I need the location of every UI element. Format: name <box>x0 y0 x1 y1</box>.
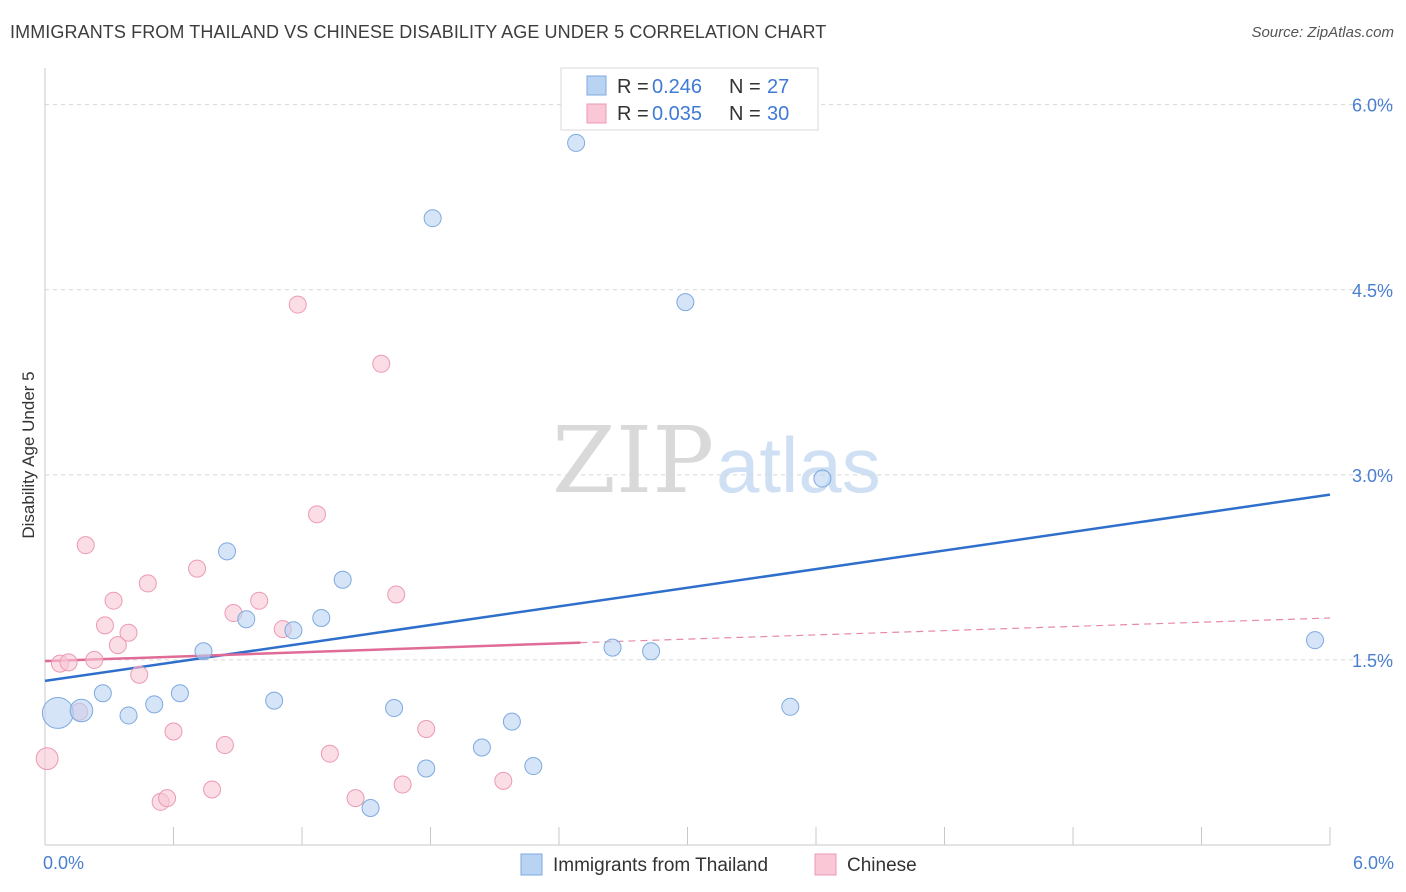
point-thailand-13 <box>361 798 380 817</box>
point-chinese-13 <box>158 789 177 808</box>
series-legend: Immigrants from Thailand Chinese <box>520 853 917 876</box>
point-thailand-26 <box>1306 631 1325 650</box>
point-thailand-6 <box>194 642 213 661</box>
point-chinese-27 <box>393 775 412 794</box>
y-tick-label-1: 3.0% <box>1352 466 1393 486</box>
point-thailand-19 <box>524 757 543 776</box>
point-thailand-23 <box>676 293 695 312</box>
point-chinese-17 <box>215 736 234 755</box>
point-chinese-22 <box>307 505 326 524</box>
point-chinese-6 <box>95 616 114 635</box>
x-tick-label-0: 0.0% <box>43 853 84 873</box>
point-chinese-19 <box>250 591 269 610</box>
legend-r-value-chinese: 0.035 <box>652 103 702 125</box>
point-thailand-4 <box>145 695 164 714</box>
watermark-zip: ZIP <box>552 407 714 514</box>
point-thailand-2 <box>93 684 112 703</box>
point-chinese-28 <box>417 720 436 739</box>
point-chinese-0 <box>35 747 59 771</box>
point-chinese-16 <box>203 780 222 799</box>
trend-lines <box>44 493 1331 683</box>
point-thailand-3 <box>119 706 138 725</box>
point-chinese-11 <box>138 574 157 593</box>
point-thailand-9 <box>265 691 284 710</box>
source-credit: Source: ZipAtlas.com <box>1251 24 1394 41</box>
legend-swatch-thailand <box>586 75 607 96</box>
trend-line-thailand <box>44 493 1331 683</box>
point-chinese-15 <box>188 559 207 578</box>
point-chinese-21 <box>288 295 307 314</box>
point-chinese-10 <box>130 665 149 684</box>
trend-line-chinese-extension <box>580 617 1331 644</box>
point-thailand-20 <box>567 133 586 152</box>
legend-n-value-thailand: 27 <box>767 76 789 98</box>
point-chinese-4 <box>76 536 95 555</box>
point-chinese-7 <box>104 591 123 610</box>
point-chinese-5 <box>85 650 104 669</box>
point-thailand-24 <box>781 697 800 716</box>
tick-labels: 1.5% 3.0% 4.5% 6.0% 0.0% 6.0% <box>43 96 1394 873</box>
point-chinese-9 <box>119 623 138 642</box>
point-chinese-29 <box>494 771 513 790</box>
legend-n-value-chinese: 30 <box>767 103 789 125</box>
point-thailand-11 <box>312 608 331 627</box>
point-chinese-23 <box>320 744 339 763</box>
point-thailand-0 <box>41 697 74 729</box>
watermark: ZIP atlas <box>552 407 881 514</box>
point-chinese-8 <box>108 636 127 655</box>
correlation-legend: R = 0.246 N = 27 R = 0.035 N = 30 <box>560 67 819 131</box>
point-chinese-26 <box>387 585 406 604</box>
series-legend-swatch-chinese <box>814 853 837 876</box>
point-thailand-25 <box>813 469 832 488</box>
point-thailand-22 <box>642 642 661 661</box>
point-thailand-1 <box>69 698 94 723</box>
point-chinese-25 <box>372 354 391 373</box>
legend-r-label-thailand: R = <box>617 76 649 98</box>
point-thailand-16 <box>423 209 442 228</box>
point-thailand-14 <box>385 699 404 718</box>
point-thailand-21 <box>603 638 622 657</box>
gridlines <box>45 104 1394 661</box>
legend-n-label-thailand: N = <box>729 76 761 98</box>
series-legend-swatch-thailand <box>520 853 543 876</box>
legend-r-value-thailand: 0.246 <box>652 76 702 98</box>
data-points <box>35 133 1325 817</box>
y-axis-label: Disability Age Under 5 <box>19 371 38 538</box>
legend-n-label-chinese: N = <box>729 103 761 125</box>
series-legend-label-thailand: Immigrants from Thailand <box>553 855 768 876</box>
y-tick-label-3: 6.0% <box>1352 96 1393 116</box>
point-chinese-24 <box>346 789 365 808</box>
point-thailand-5 <box>170 684 189 703</box>
point-thailand-15 <box>417 759 436 778</box>
point-thailand-7 <box>218 542 237 561</box>
chart-title: IMMIGRANTS FROM THAILAND VS CHINESE DISA… <box>10 22 827 42</box>
x-tick-label-1: 6.0% <box>1353 853 1394 873</box>
point-thailand-18 <box>502 712 521 731</box>
point-chinese-14 <box>164 722 183 741</box>
point-thailand-8 <box>237 610 256 629</box>
legend-r-label-chinese: R = <box>617 103 649 125</box>
point-chinese-2 <box>59 653 78 672</box>
y-tick-label-2: 4.5% <box>1352 281 1393 301</box>
y-tick-label-0: 1.5% <box>1352 651 1393 671</box>
series-legend-label-chinese: Chinese <box>847 855 917 876</box>
trend-line-chinese <box>44 641 581 663</box>
point-thailand-10 <box>284 621 303 640</box>
point-thailand-12 <box>333 570 352 589</box>
legend-swatch-chinese <box>586 103 607 124</box>
point-thailand-17 <box>472 738 491 757</box>
watermark-atlas: atlas <box>716 421 881 509</box>
